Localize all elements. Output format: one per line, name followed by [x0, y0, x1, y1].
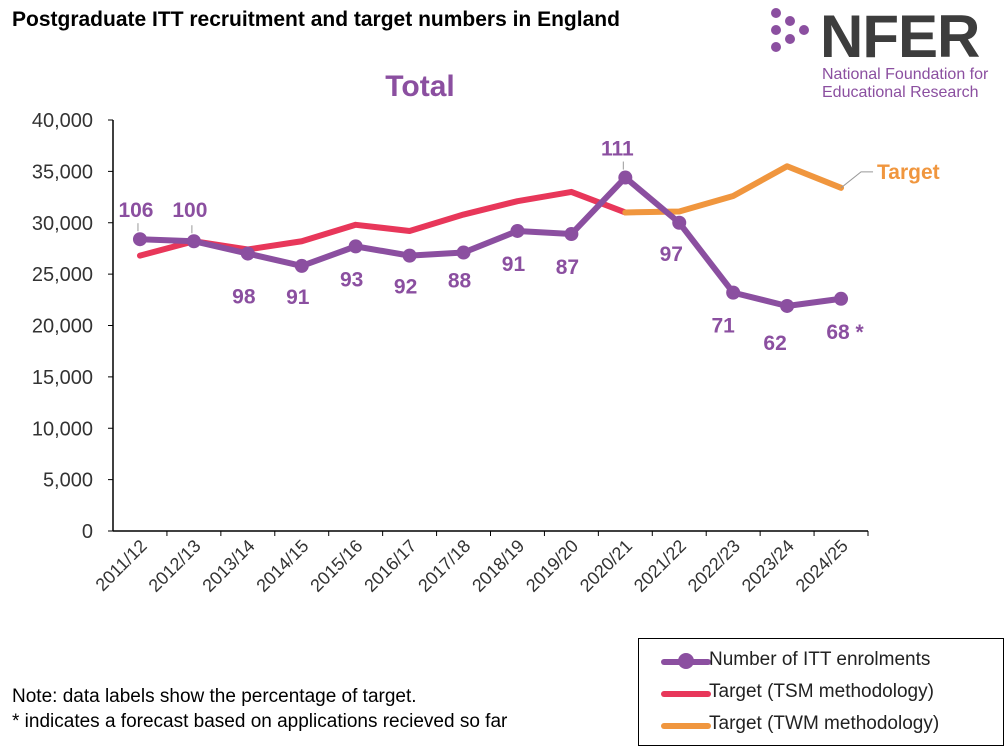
x-tick-label: 2024/25 — [792, 536, 852, 596]
chart-title: Total — [385, 70, 455, 103]
line-chart: 0 5,000 10,000 15,000 20,000 25,000 30,000 35,0… — [32, 110, 940, 596]
data-point-enrolments — [132, 232, 147, 247]
x-tick-label: 2022/23 — [684, 536, 744, 596]
legend-label-twm: Target (TWM methodology) — [709, 713, 940, 734]
x-tick-label: 2012/13 — [145, 536, 205, 596]
x-tick-label: 2021/22 — [630, 536, 690, 596]
data-point-enrolments — [726, 285, 741, 300]
logo-subtitle: National Foundation for Educational Rese… — [822, 66, 988, 102]
legend-swatch-twm — [661, 723, 711, 729]
target-annotation: Target — [877, 161, 940, 184]
data-label: 106 — [118, 199, 153, 222]
data-label: 100 — [172, 199, 207, 222]
data-point-enrolments — [456, 245, 471, 260]
x-tick-label: 2011/12 — [92, 536, 151, 595]
data-point-enrolments — [564, 227, 579, 242]
series-line-enrolments — [136, 174, 845, 309]
data-point-enrolments — [780, 298, 795, 313]
data-point-enrolments — [672, 215, 687, 230]
nfer-logo: NFER National Foundation for Educational… — [768, 3, 1004, 102]
y-tick-label: 10,000 — [32, 418, 93, 440]
data-point-enrolments — [834, 291, 849, 306]
logo-word: NFER — [820, 3, 980, 70]
y-tick-label: 20,000 — [32, 316, 93, 338]
data-label: 71 — [711, 315, 735, 338]
legend-marker-enrolments — [678, 653, 694, 669]
y-tick-label: 0 — [82, 521, 93, 543]
series-line-twm — [622, 163, 845, 216]
legend-label-tsm: Target (TSM methodology) — [709, 681, 934, 702]
page-title: Postgraduate ITT recruitment and target … — [12, 8, 620, 31]
y-tick-label: 5,000 — [43, 470, 93, 492]
x-tick-label: 2016/17 — [360, 536, 420, 596]
data-label: 91 — [502, 253, 526, 276]
note-line-1: Note: data labels show the percentage of… — [12, 686, 417, 707]
data-label: 87 — [556, 256, 579, 279]
data-point-enrolments — [294, 258, 309, 273]
chart-legend: Number of ITT enrolments Target (TSM met… — [638, 638, 1004, 746]
data-label: 97 — [660, 243, 683, 266]
x-tick-label: 2014/15 — [252, 536, 312, 596]
x-tick-label: 2019/20 — [522, 536, 582, 596]
data-point-enrolments — [402, 248, 417, 263]
data-label: 111 — [601, 138, 634, 161]
legend-label-enrolments: Number of ITT enrolments — [709, 649, 931, 670]
data-point-enrolments — [186, 234, 201, 249]
x-tick-label: 2020/21 — [576, 536, 636, 596]
y-tick-label: 35,000 — [32, 161, 93, 183]
note-line-2: * indicates a forecast based on applicat… — [12, 711, 508, 732]
logo-subtitle-line2: Educational Research — [822, 84, 979, 101]
y-tick-label: 25,000 — [32, 264, 93, 286]
y-tick-label: 40,000 — [32, 110, 93, 132]
logo-dots-icon — [771, 8, 809, 52]
data-label: 62 — [763, 332, 786, 355]
data-label: 98 — [232, 286, 256, 309]
data-label: 88 — [448, 270, 472, 293]
x-tick-label: 2023/24 — [738, 536, 798, 596]
y-tick-label: 30,000 — [32, 213, 93, 235]
x-tick-label: 2015/16 — [306, 536, 366, 596]
data-point-enrolments — [348, 239, 363, 254]
annotation-leader — [840, 171, 874, 189]
data-point-enrolments — [240, 246, 255, 261]
data-point-enrolments — [510, 223, 525, 238]
legend-swatch-tsm — [661, 691, 711, 697]
data-label: 93 — [340, 268, 363, 291]
x-tick-label: 2013/14 — [198, 536, 258, 596]
y-tick-label: 15,000 — [32, 367, 93, 389]
data-label: 92 — [394, 276, 417, 299]
chart-note: Note: data labels show the percentage of… — [12, 684, 507, 734]
x-tick-label: 2017/18 — [414, 536, 474, 596]
x-tick-label: 2018/19 — [468, 536, 528, 596]
logo-subtitle-line1: National Foundation for — [822, 66, 989, 83]
data-point-enrolments — [618, 170, 633, 185]
data-label: 91 — [286, 286, 310, 309]
data-label: 68 * — [826, 321, 864, 344]
